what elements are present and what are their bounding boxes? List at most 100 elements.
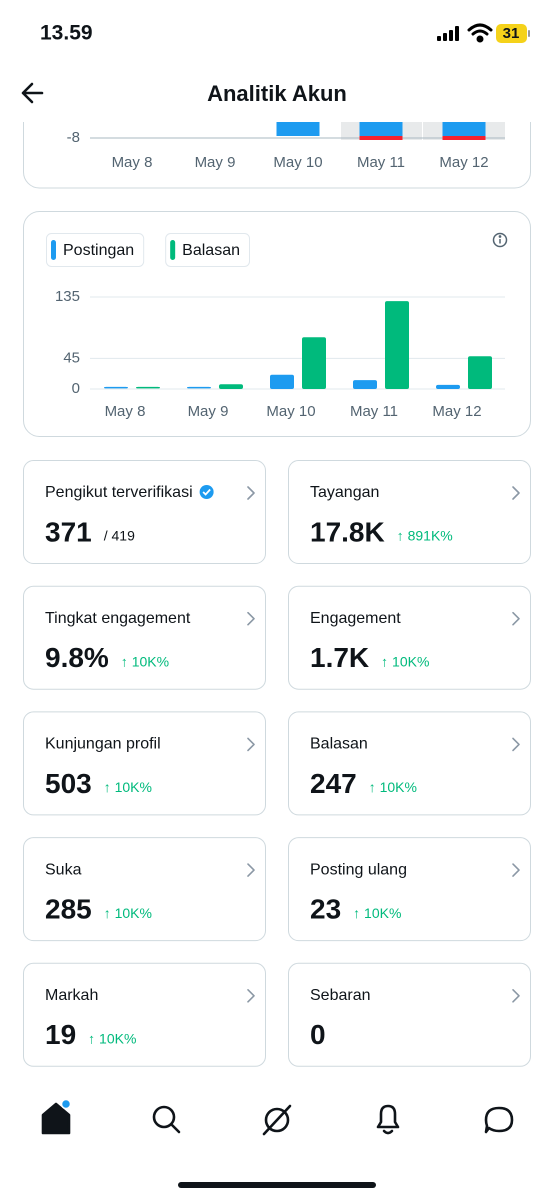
chevron bbox=[512, 486, 520, 500]
stat-change: ↑ 10K% bbox=[121, 653, 169, 669]
bar bbox=[359, 136, 403, 140]
stat-change: ↑ 10K% bbox=[381, 653, 429, 669]
chevron bbox=[247, 737, 255, 752]
x-tick-label: May 12 bbox=[432, 403, 481, 420]
chevron bbox=[512, 611, 520, 626]
verified-badge bbox=[199, 485, 214, 499]
bar bbox=[219, 384, 243, 389]
card bbox=[288, 837, 531, 942]
chevron bbox=[247, 863, 255, 877]
stat-value: 17.8K bbox=[310, 516, 385, 547]
stat-change: ↑ 10K% bbox=[369, 779, 417, 795]
bar bbox=[353, 380, 377, 389]
stat-value: 9.8% bbox=[45, 642, 109, 673]
home-indicator bbox=[178, 1182, 376, 1188]
stat-label: Balasan bbox=[310, 736, 368, 753]
chevron bbox=[512, 989, 520, 1003]
bar bbox=[187, 386, 211, 389]
x-tick-label: May 10 bbox=[273, 154, 322, 171]
status-time: 13.59 bbox=[40, 22, 93, 45]
back-button[interactable] bbox=[21, 82, 44, 104]
x-tick-label: May 8 bbox=[105, 403, 146, 420]
stat-total: / 419 bbox=[104, 528, 135, 544]
stat-change: ↑ 10K% bbox=[88, 1031, 136, 1047]
bar bbox=[104, 386, 128, 389]
stat-card[interactable]: Balasan 247 ↑ 10K% bbox=[288, 711, 531, 816]
stat-value: 285 bbox=[45, 893, 92, 924]
battery-level: 31 bbox=[503, 25, 520, 42]
x-tick-label: May 11 bbox=[350, 403, 398, 420]
stat-value: 247 bbox=[310, 768, 357, 799]
stat-card[interactable]: Markah 19 ↑ 10K% bbox=[23, 962, 266, 1067]
stat-label: Sebaran bbox=[310, 987, 371, 1004]
messages-tab[interactable] bbox=[484, 1106, 514, 1134]
stat-label: Markah bbox=[45, 987, 98, 1004]
card bbox=[23, 962, 266, 1067]
bottom-nav bbox=[41, 1098, 514, 1136]
x-tick-label: May 12 bbox=[439, 154, 488, 171]
wifi-icon bbox=[467, 23, 493, 43]
stat-change: ↑ 10K% bbox=[104, 779, 152, 795]
stat-change: ↑ 10K% bbox=[104, 905, 152, 921]
y-tick-label: -8 bbox=[67, 129, 80, 146]
chart: 0 45 135 May 8 May 9 May 10 May 11 May 12 Postin… bbox=[46, 233, 505, 420]
info-icon[interactable] bbox=[492, 232, 508, 248]
stat-card[interactable]: Pengikut terverifikasi 371 / 419 bbox=[23, 460, 266, 564]
x-tick-label: May 9 bbox=[195, 154, 236, 171]
chart-card: 0 45 135 May 8 May 9 May 10 May 11 May 12 Postin… bbox=[23, 211, 531, 437]
bar bbox=[302, 337, 326, 389]
card bbox=[23, 711, 266, 816]
legend-swatch bbox=[51, 240, 56, 260]
stat-change: ↑ 891K% bbox=[397, 528, 453, 544]
card bbox=[288, 962, 531, 1067]
chevron bbox=[247, 486, 255, 500]
bar bbox=[468, 356, 492, 389]
stat-label: Posting ulang bbox=[310, 861, 407, 878]
stat-card[interactable]: Tingkat engagement 9.8% ↑ 10K% bbox=[23, 585, 266, 690]
stat-value: 1.7K bbox=[310, 642, 369, 673]
stat-card[interactable]: Suka 285 ↑ 10K% bbox=[23, 837, 266, 942]
stat-label: Pengikut terverifikasi bbox=[45, 484, 193, 501]
stat-label: Kunjungan profil bbox=[45, 736, 161, 753]
card bbox=[288, 585, 531, 690]
chart: -8 May 8 May 9 May 10 May 11 May 12 bbox=[67, 122, 505, 171]
stat-label: Suka bbox=[45, 861, 82, 878]
card bbox=[288, 460, 531, 564]
grok-tab[interactable] bbox=[262, 1104, 292, 1136]
signal-icon bbox=[437, 26, 459, 41]
stat-card[interactable]: Tayangan 17.8K ↑ 891K% bbox=[288, 460, 531, 564]
stat-value: 503 bbox=[45, 768, 92, 799]
legend-chip[interactable] bbox=[165, 233, 250, 267]
bar bbox=[442, 122, 486, 136]
stat-value: 23 bbox=[310, 893, 341, 924]
search-tab[interactable] bbox=[152, 1105, 181, 1134]
chevron bbox=[247, 989, 255, 1003]
x-tick-label: May 10 bbox=[266, 403, 315, 420]
chevron bbox=[512, 737, 520, 752]
stat-label: Tingkat engagement bbox=[45, 610, 191, 627]
y-tick-label: 45 bbox=[63, 349, 80, 366]
top-chart-card: -8 May 8 May 9 May 10 May 11 May 12 bbox=[23, 122, 531, 189]
stat-card[interactable]: Sebaran 0 bbox=[288, 962, 531, 1067]
stat-value: 371 bbox=[45, 516, 92, 547]
y-tick-label: 135 bbox=[55, 288, 80, 305]
stat-value: 19 bbox=[45, 1019, 76, 1050]
x-tick-label: May 8 bbox=[112, 154, 153, 171]
bar bbox=[436, 384, 460, 389]
legend-swatch bbox=[170, 240, 176, 260]
stat-label: Tayangan bbox=[310, 484, 379, 501]
notifications-tab[interactable] bbox=[376, 1104, 400, 1135]
battery-icon bbox=[496, 24, 527, 43]
home-tab[interactable] bbox=[41, 1102, 71, 1135]
legend-chip[interactable] bbox=[46, 233, 145, 267]
battery-tip bbox=[528, 30, 530, 37]
stat-card[interactable]: Engagement 1.7K ↑ 10K% bbox=[288, 585, 531, 690]
card bbox=[23, 460, 266, 564]
x-tick-label: May 9 bbox=[188, 403, 229, 420]
stat-card[interactable]: Kunjungan profil 503 ↑ 10K% bbox=[23, 711, 266, 816]
stat-value: 0 bbox=[310, 1019, 326, 1050]
stat-card[interactable]: Posting ulang 23 ↑ 10K% bbox=[288, 837, 531, 942]
x-tick-label: May 11 bbox=[357, 154, 405, 171]
card bbox=[288, 711, 531, 816]
